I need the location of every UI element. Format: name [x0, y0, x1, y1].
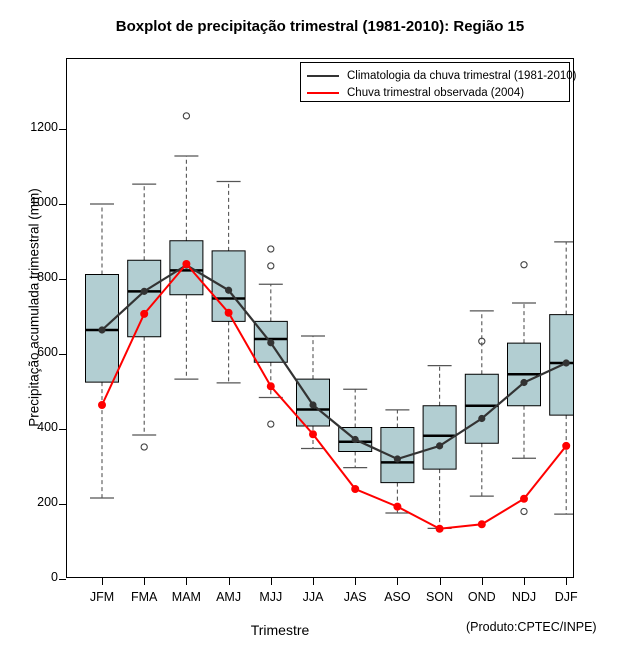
x-tick-label: NDJ — [511, 590, 537, 604]
x-tick-mark — [313, 578, 314, 585]
observed-point — [351, 485, 360, 493]
legend-swatch-climatology — [307, 75, 339, 77]
y-tick-label: 600 — [37, 345, 58, 359]
observed-point — [520, 494, 528, 503]
observed-point — [224, 308, 233, 317]
x-tick-label: OND — [467, 590, 496, 604]
observed-point — [140, 309, 149, 318]
observed-point — [266, 382, 275, 391]
climatology-point — [478, 414, 486, 423]
x-tick-mark — [102, 578, 103, 585]
x-tick-mark — [524, 578, 525, 585]
boxplot-box — [127, 183, 162, 451]
x-tick-label: JAS — [343, 590, 367, 604]
observed-point — [435, 524, 444, 533]
climatology-point — [562, 359, 570, 367]
y-tick-label: 200 — [37, 495, 58, 509]
x-tick-label: ASO — [384, 590, 411, 604]
legend-item-observed: Chuva trimestral observada (2004) — [307, 85, 563, 101]
boxplot-box — [85, 203, 119, 499]
x-tick-mark — [144, 578, 146, 585]
boxplot-box — [169, 112, 204, 380]
x-tick-label: SON — [426, 590, 454, 604]
x-tick-label: JJA — [302, 590, 324, 604]
x-tick-label: MJJ — [259, 590, 283, 604]
x-tick-mark — [228, 578, 230, 585]
y-axis-title: Precipitação acumulada trimestral (mm) — [26, 188, 42, 427]
observed-point — [98, 401, 106, 409]
climatology-point — [140, 287, 148, 295]
climatology-point — [351, 435, 359, 444]
x-tick-mark — [355, 578, 357, 585]
y-tick-mark — [59, 279, 66, 280]
x-tick-label: FMA — [130, 590, 158, 604]
climatology-line — [101, 263, 567, 461]
legend: Climatologia da chuva trimestral (1981-2… — [300, 62, 576, 102]
x-tick-label: DJF — [554, 590, 578, 604]
y-tick-label: 1000 — [30, 195, 58, 209]
x-tick-mark — [566, 578, 568, 585]
x-tick-mark — [270, 578, 272, 585]
y-tick-label: 400 — [37, 420, 58, 434]
observed-point — [477, 520, 486, 529]
observed-point — [182, 260, 191, 268]
x-tick-mark — [397, 578, 399, 585]
legend-label-observed: Chuva trimestral observada (2004) — [347, 87, 525, 99]
climatology-point — [98, 326, 106, 334]
x-tick-label: MAM — [171, 590, 201, 604]
y-tick-label: 800 — [37, 270, 58, 284]
x-tick-label: JFM — [89, 590, 115, 604]
boxplot-box — [507, 261, 541, 516]
y-tick-mark — [59, 354, 66, 355]
observed-point — [562, 441, 571, 450]
y-tick-mark — [59, 429, 66, 430]
x-tick-mark — [439, 578, 441, 585]
boxplot-box — [549, 241, 573, 515]
source-note: (Produto:CPTEC/INPE) — [466, 620, 597, 634]
y-tick-mark — [59, 579, 66, 580]
y-tick-mark — [59, 129, 66, 130]
y-tick-label: 1200 — [30, 120, 58, 134]
climatology-point — [436, 442, 444, 450]
x-tick-label: AMJ — [216, 590, 242, 604]
climatology-point — [520, 378, 528, 387]
legend-item-climatology: Climatologia da chuva trimestral (1981-2… — [307, 68, 576, 84]
observed-point — [393, 502, 402, 511]
x-tick-mark — [186, 578, 188, 585]
x-axis-title: Trimestre — [250, 622, 310, 638]
boxplot-box — [464, 310, 499, 497]
y-tick-label: 0 — [51, 570, 58, 584]
y-tick-mark — [59, 204, 66, 205]
x-tick-mark — [481, 578, 483, 585]
climatology-point — [267, 339, 275, 347]
page-title: Boxplot de precipitação trimestral (1981… — [115, 18, 525, 35]
plot-area — [66, 58, 574, 578]
climatology-point — [309, 401, 317, 409]
y-tick-mark — [59, 504, 66, 505]
climatology-point — [225, 286, 233, 294]
boxplot-canvas — [85, 112, 573, 533]
observed-point — [309, 430, 317, 439]
legend-label-climatology: Climatologia da chuva trimestral (1981-2… — [347, 70, 577, 82]
legend-swatch-observed — [307, 92, 339, 94]
observed-line — [101, 262, 567, 530]
boxplot-box — [338, 388, 373, 469]
climatology-point — [393, 455, 401, 463]
